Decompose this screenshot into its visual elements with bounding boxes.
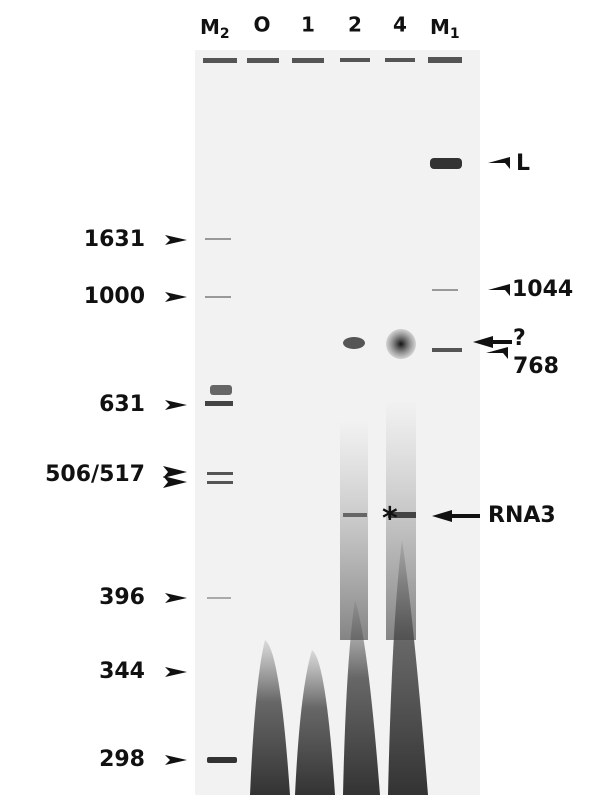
lane-label: M2 [200,15,230,43]
lane-label: 2 [348,13,362,37]
asterisk: * [382,502,398,537]
size-label: 344 [99,659,145,684]
annotation: RNA3 [488,503,556,528]
size-label: 631 [99,392,145,417]
lane-label: 4 [393,13,407,37]
size-label: 396 [99,585,145,610]
annotation: 768 [513,354,559,379]
gel-figure: M2 O 1 2 4 M1 1631 1000 631 506/517 396 … [0,0,615,795]
size-label: 506/517 [45,462,145,487]
lane-label: M1 [430,15,460,43]
size-label: 1000 [84,284,145,309]
lane-label: 1 [301,13,315,37]
annotation: L [516,151,530,176]
lane-label: O [253,13,270,37]
size-markers: 1631 1000 631 506/517 396 344 298 [45,227,187,772]
size-label: 298 [99,747,145,772]
annotation: 1044 [512,277,573,302]
annotation: ? [513,326,526,351]
size-label: 1631 [84,227,145,252]
